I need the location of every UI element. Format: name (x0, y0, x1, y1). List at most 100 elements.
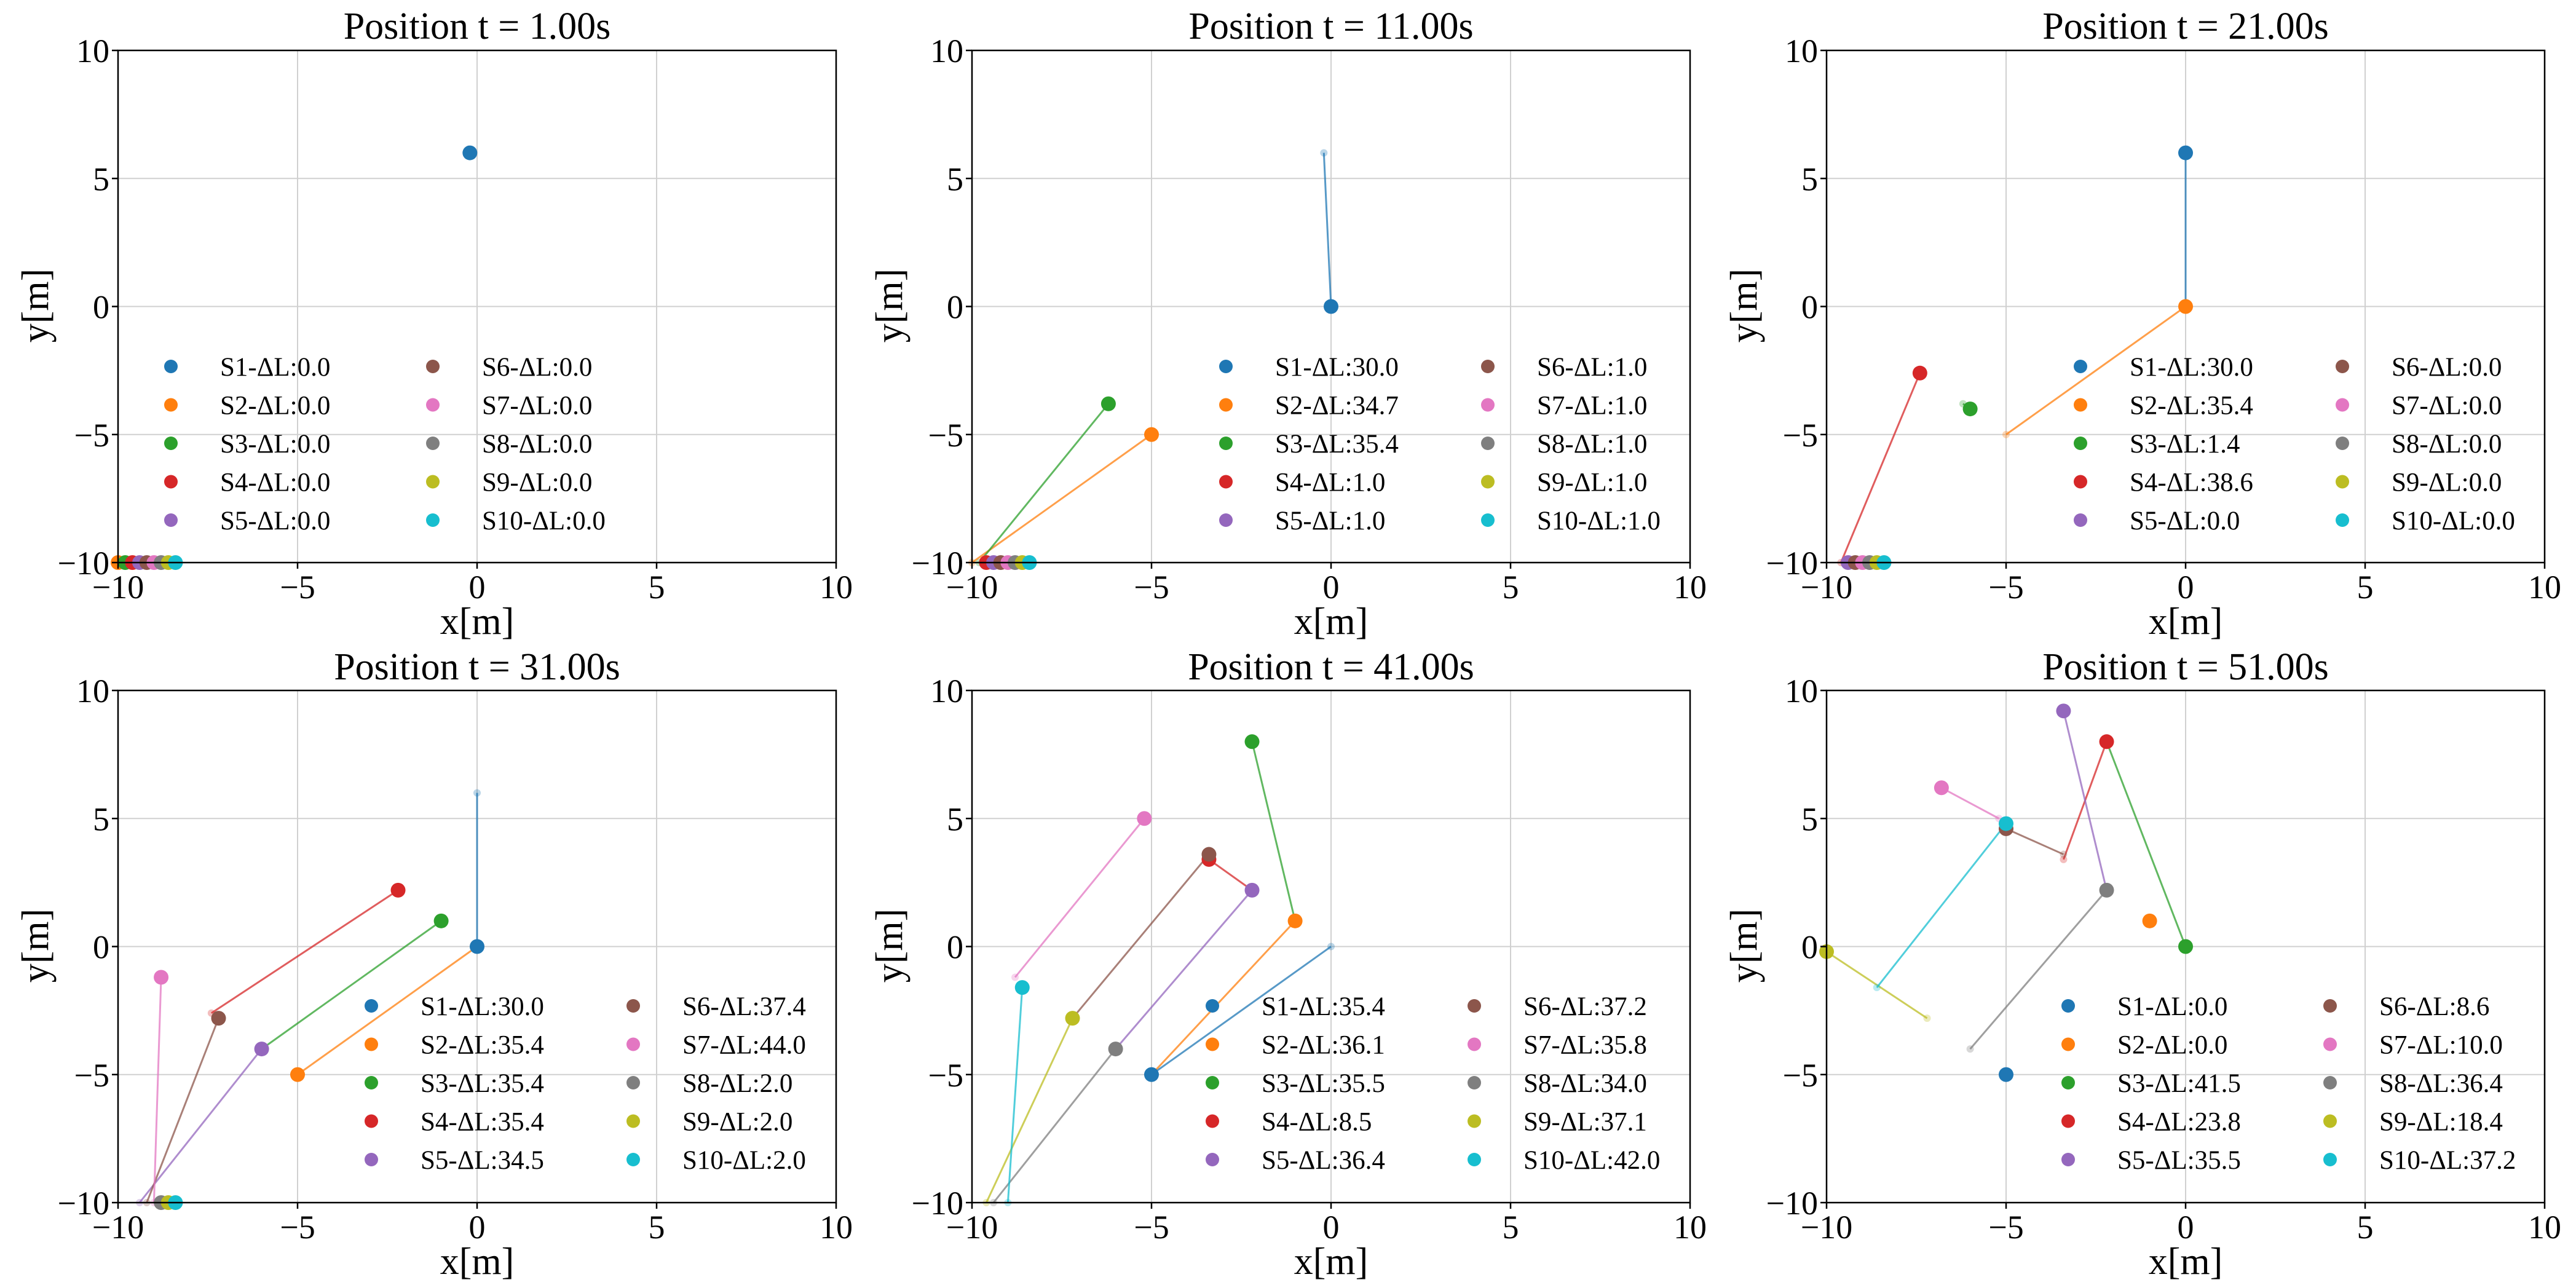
panel-2-legend-label-s7: S7-ΔL:1.0 (1537, 392, 1647, 421)
panel-3-legend-marker-s4 (2074, 475, 2087, 489)
panel-1-point-s1 (462, 145, 478, 160)
panel-5-point-s9 (1065, 1011, 1080, 1026)
panel-3-legend-marker-s8 (2336, 437, 2349, 450)
panel-3-ytick-label: −10 (1766, 545, 1818, 582)
panel-2-legend-label-s1: S1-ΔL:30.0 (1275, 353, 1399, 382)
panel-3-legend-label-s8: S8-ΔL:0.0 (2392, 430, 2502, 459)
panel-6-legend-marker-s4 (2061, 1114, 2075, 1128)
panel-3-legend-marker-s7 (2336, 398, 2349, 412)
panel-4-xtick-label: −5 (280, 1209, 315, 1246)
panel-2-title: Position t = 11.00s (1188, 6, 1473, 47)
panel-6-legend-marker-s1 (2061, 999, 2075, 1013)
panel-1-title: Position t = 1.00s (344, 6, 611, 47)
panel-3-trail-s4 (1839, 373, 1921, 563)
panel-6-xtick-label: 10 (2528, 1209, 2561, 1246)
panel-3-legend-label-s5: S5-ΔL:0.0 (2130, 507, 2240, 536)
panel-2-legend-marker-s3 (1219, 437, 1233, 450)
panel-4-axes: −10 −5 0 5 10 −10 −5 0 5 10 S1-ΔL:30.0 S2-ΔL:35.4 S3… (58, 673, 853, 1246)
panel-5-xtick-label: −10 (946, 1209, 998, 1246)
panel-6-legend-marker-s10 (2323, 1153, 2337, 1166)
panel-5-ytick-label: 5 (947, 801, 963, 837)
panel-4-xtick-label: 5 (649, 1209, 665, 1246)
panel-4-title: Position t = 31.00s (334, 646, 620, 688)
panel-1-ytick-label: 5 (93, 160, 109, 197)
panel-4-legend-label-s3: S3-ΔL:35.4 (421, 1069, 544, 1098)
panel-2-legend-label-s4: S4-ΔL:1.0 (1275, 469, 1385, 497)
panel-6-xtick-label: −10 (1801, 1209, 1852, 1246)
panel-3-xtick-label: 10 (2528, 569, 2561, 606)
panel-6-point-s7 (1934, 780, 1949, 796)
panel-4-point-s4 (390, 882, 406, 898)
panel-6-point-s2 (2142, 913, 2157, 928)
panel-5-legend-marker-s8 (1468, 1076, 1481, 1089)
panel-4-trail-s6 (146, 1018, 219, 1203)
panel-1-legend-marker-s9 (426, 475, 440, 489)
panel-4-prev-point-s1 (473, 789, 481, 797)
panel-5-trail-s10 (1006, 987, 1024, 1203)
panel-3-xtick-label: 0 (2178, 569, 2194, 606)
panel-3-xlabel: x[m] (2149, 601, 2223, 642)
panel-6-ytick-label: −10 (1766, 1185, 1818, 1222)
panel-1-legend-label-s7: S7-ΔL:0.0 (482, 392, 592, 421)
panel-3-ytick-label: −5 (1783, 417, 1818, 454)
panel-6-legend-marker-s6 (2323, 999, 2337, 1013)
panel-3-legend-label-s4: S4-ΔL:38.6 (2130, 469, 2253, 497)
panel-4-trail-s7 (152, 977, 162, 1203)
panel-5-ytick-label: −5 (928, 1057, 963, 1094)
panel-5-legend-label-s7: S7-ΔL:35.8 (1523, 1031, 1647, 1060)
panel-1-legend-marker-s7 (426, 398, 440, 412)
panel-1-xtick-label: −5 (280, 569, 315, 606)
panel-4-ytick-label: 5 (93, 801, 109, 837)
panel-6-prev-point-s10 (1873, 984, 1881, 992)
panel-4-legend-marker-s6 (626, 999, 640, 1013)
panel-3-point-s2 (2178, 299, 2193, 314)
panel-5-legend-marker-s9 (1468, 1114, 1481, 1128)
panel-5-legend-label-s2: S2-ΔL:36.1 (1262, 1031, 1385, 1060)
panel-1-legend-marker-s8 (426, 437, 440, 450)
panel-1-axes: −10 −5 0 5 10 −10 −5 0 5 10 S1-ΔL:0.0 S2-ΔL:0.0 S3-Δ… (58, 33, 853, 606)
panel-3-ytick-label: 10 (1785, 33, 1818, 69)
panel-2-legend-label-s8: S8-ΔL:1.0 (1537, 430, 1647, 459)
panel-5-point-s5 (1244, 882, 1260, 898)
panel-6-axes: −10 −5 0 5 10 −10 −5 0 5 10 S1-ΔL:0.0 S2-ΔL:0.0 S3-Δ… (1766, 673, 2561, 1246)
panel-2-ytick-label: −10 (912, 545, 963, 582)
panel-2-xlabel: x[m] (1294, 601, 1369, 642)
panel-1-xtick-label: −10 (92, 569, 144, 606)
panel-6-legend-marker-s7 (2323, 1037, 2337, 1051)
panel-4-point-s3 (433, 913, 449, 928)
panel-3-point-s4 (1912, 365, 1927, 381)
panel-5-trail-s8 (992, 1048, 1116, 1203)
panel-4-trail-s3 (261, 920, 442, 1050)
panel-4-legend-label-s5: S5-ΔL:34.5 (421, 1146, 544, 1175)
panel-3-legend-label-s1: S1-ΔL:30.0 (2130, 353, 2253, 382)
panel-4-legend-marker-s4 (365, 1114, 378, 1128)
panel-6-legend-label-s9: S9-ΔL:18.4 (2379, 1108, 2503, 1137)
panel-1-legend-label-s3: S3-ΔL:0.0 (220, 430, 330, 459)
panel-6-xtick-label: 0 (2178, 1209, 2194, 1246)
panel-4-legend-label-s8: S8-ΔL:2.0 (682, 1069, 792, 1098)
panel-6-xtick-label: −5 (1988, 1209, 2023, 1246)
panel-5-trail-s4 (1208, 858, 1253, 892)
panel-6-trail-s6 (2005, 828, 2064, 855)
panel-3-legend-marker-s1 (2074, 360, 2087, 373)
panel-1-legend-label-s8: S8-ΔL:0.0 (482, 430, 592, 459)
panel-1-legend-label-s5: S5-ΔL:0.0 (220, 507, 330, 536)
panel-2-ytick-label: −5 (928, 417, 963, 454)
panel-1-ytick-label: −10 (58, 545, 109, 582)
panel-2-legend-label-s10: S10-ΔL:1.0 (1537, 507, 1661, 536)
panel-4-ytick-label: 10 (76, 673, 109, 710)
panel-5-trail-s2 (1150, 920, 1296, 1075)
panel-4-legend-label-s2: S2-ΔL:35.4 (421, 1031, 544, 1060)
panel-1-legend-marker-s2 (164, 398, 178, 412)
panel-5-xlabel: x[m] (1294, 1241, 1369, 1283)
panel-6-ylabel: y[m] (1723, 909, 1765, 983)
panel-1-legend-marker-s1 (164, 360, 178, 373)
panel-2-legend-marker-s8 (1481, 437, 1495, 450)
panel-4-point-s1 (470, 939, 484, 954)
panel-4-legend-label-s9: S9-ΔL:2.0 (682, 1108, 792, 1137)
panel-5-legend-marker-s7 (1468, 1037, 1481, 1051)
panel-2-point-s2 (1144, 427, 1159, 442)
panel-1-legend-marker-s6 (426, 360, 440, 373)
panel-3-legend-marker-s9 (2336, 475, 2349, 489)
